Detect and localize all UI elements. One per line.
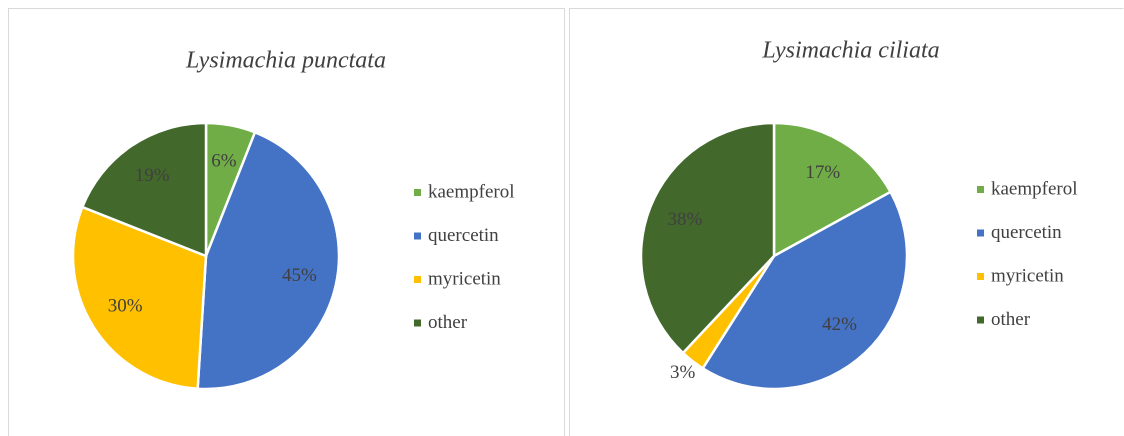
legend-marker <box>977 316 984 324</box>
pie-slice <box>772 121 893 259</box>
pie-slice <box>701 190 909 391</box>
legend-label: myricetin <box>991 265 1064 286</box>
legend-label: kaempferol <box>991 178 1078 199</box>
data-label: 6% <box>211 150 237 171</box>
data-label: 30% <box>108 296 143 317</box>
pie-slice <box>639 121 776 355</box>
legend-label: quercetin <box>428 225 499 246</box>
data-label: 38% <box>668 209 703 230</box>
panel-border <box>569 8 1124 436</box>
legend-marker <box>414 232 421 240</box>
data-label: 17% <box>805 162 840 183</box>
data-label: 3% <box>670 362 696 383</box>
legend-label: other <box>428 312 468 333</box>
data-label: 45% <box>282 265 317 286</box>
chart-title: Lysimachia punctata <box>185 48 386 74</box>
legend-label: myricetin <box>428 268 501 289</box>
data-label: 19% <box>135 165 170 186</box>
legend-label: quercetin <box>991 222 1062 243</box>
pie-slice <box>196 130 341 391</box>
legend-marker <box>977 273 984 280</box>
legend-marker <box>414 276 421 283</box>
legend-marker <box>414 319 421 327</box>
legend-marker <box>977 229 984 237</box>
data-label: 42% <box>822 314 857 335</box>
chart-title: Lysimachia ciliata <box>761 38 939 64</box>
pie-slice <box>80 121 208 258</box>
panel-border <box>8 8 565 436</box>
legend-marker <box>977 186 984 193</box>
legend-label: other <box>991 309 1031 330</box>
pie-slice <box>71 205 208 391</box>
legend-label: kaempferol <box>428 181 515 202</box>
legend-marker <box>414 189 421 196</box>
